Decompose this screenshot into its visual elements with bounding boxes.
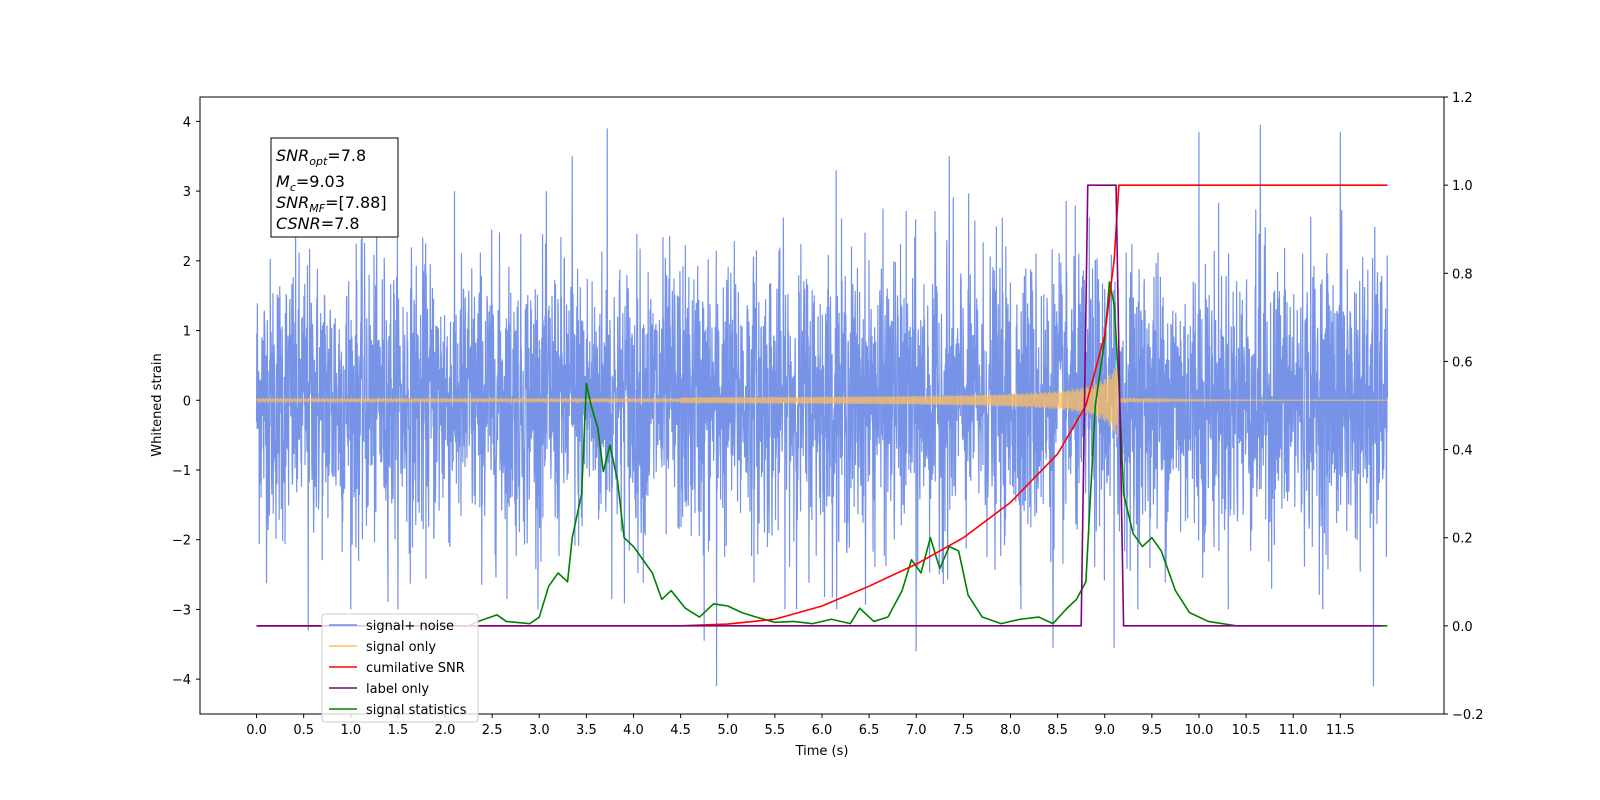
legend-label-label-only: label only xyxy=(366,682,429,697)
y-tick-label: 1 xyxy=(183,325,191,340)
info-line-snr-mf: SNRMF=[7.88] xyxy=(276,193,387,215)
info-line-snr-opt: SNRopt=7.8 xyxy=(276,146,366,168)
legend-label-signal-only: signal only xyxy=(366,640,436,655)
y2-tick-label: 0.6 xyxy=(1452,355,1473,370)
x-tick-label: 2.0 xyxy=(435,723,456,738)
x-tick-label: 3.5 xyxy=(576,723,597,738)
x-tick-label: 3.0 xyxy=(529,723,550,738)
legend-entry-signal-noise: signal+ noise xyxy=(329,619,454,634)
x-axis: 0.0 0.5 1.0 1.5 2.0 2.5 3.0 3.5 4.0 4.5 5.0 5.5 6.0 6… xyxy=(246,714,1355,738)
legend-label-signal-noise: signal+ noise xyxy=(366,619,454,634)
x-axis-label: Time (s) xyxy=(795,744,849,759)
plot-area xyxy=(255,124,1389,687)
y2-tick-label: 1.2 xyxy=(1452,91,1473,106)
y2-tick-label: 0.0 xyxy=(1452,620,1473,635)
signal-only-series xyxy=(255,358,1388,438)
y2-tick-label: 0.2 xyxy=(1452,532,1473,547)
y-tick-label: 4 xyxy=(183,115,191,130)
x-tick-label: 8.0 xyxy=(1000,723,1021,738)
signal-statistics-line xyxy=(256,281,1388,627)
y-tick-label: −3 xyxy=(172,603,191,618)
cumilative-snr-line xyxy=(256,184,1388,627)
x-tick-label: 5.0 xyxy=(717,723,738,738)
signal-noise-series xyxy=(255,124,1389,687)
x-tick-label: 0.5 xyxy=(293,723,314,738)
y2-tick-label: 0.8 xyxy=(1452,267,1473,282)
y-tick-label: −1 xyxy=(172,464,191,479)
x-tick-label: 4.0 xyxy=(623,723,644,738)
legend-label-cumilative-snr: cumilative SNR xyxy=(366,661,465,676)
y2-tick-label: 0.4 xyxy=(1452,444,1473,459)
right-axis-series xyxy=(256,184,1388,627)
info-box-frame xyxy=(270,137,399,238)
y-tick-label: 0 xyxy=(183,394,191,409)
x-tick-label: 2.5 xyxy=(482,723,503,738)
legend-entry-label-only: label only xyxy=(329,682,429,697)
label-line xyxy=(256,184,1383,627)
x-tick-label: 4.5 xyxy=(670,723,691,738)
x-tick-label: 6.0 xyxy=(812,723,833,738)
y-tick-label: −2 xyxy=(172,534,191,549)
x-tick-label: 9.5 xyxy=(1142,723,1163,738)
x-tick-label: 5.5 xyxy=(765,723,786,738)
y-axis-right: 1.2 1.0 0.8 0.6 0.4 0.2 0.0 −0.2 xyxy=(1444,91,1484,723)
info-box: SNRopt=7.8 Mc=9.03 SNRMF=[7.88] CSNR=7.8 xyxy=(270,137,399,238)
x-tick-label: 10.0 xyxy=(1184,723,1213,738)
signal-noise-line xyxy=(255,124,1389,687)
info-line-csnr: CSNR=7.8 xyxy=(276,214,360,233)
legend: signal+ noise signal only cumilative SNR… xyxy=(321,613,479,723)
x-tick-label: 11.5 xyxy=(1326,723,1355,738)
signal-only-line xyxy=(255,358,1388,438)
y-axis-left: 4 3 2 1 0 −1 −2 −3 −4 xyxy=(172,115,200,688)
x-tick-label: 11.0 xyxy=(1279,723,1308,738)
legend-label-signal-statistics: signal statistics xyxy=(366,703,467,718)
y-tick-label: 3 xyxy=(183,185,191,200)
legend-entry-cumilative-snr: cumilative SNR xyxy=(329,661,465,676)
x-tick-label: 10.5 xyxy=(1232,723,1261,738)
y-tick-label: 2 xyxy=(183,255,191,270)
x-tick-label: 1.5 xyxy=(388,723,409,738)
legend-frame xyxy=(321,613,479,723)
x-tick-label: 7.5 xyxy=(953,723,974,738)
y-tick-label: −4 xyxy=(172,673,191,688)
x-tick-label: 6.5 xyxy=(859,723,880,738)
info-line-mc: Mc=9.03 xyxy=(276,172,345,194)
x-tick-label: 1.0 xyxy=(340,723,361,738)
y2-tick-label: 1.0 xyxy=(1452,179,1473,194)
x-tick-label: 0.0 xyxy=(246,723,267,738)
y-axis-label: Whitened strain xyxy=(150,353,165,456)
y2-tick-label: −0.2 xyxy=(1452,708,1484,723)
legend-entry-signal-statistics: signal statistics xyxy=(329,703,467,718)
x-tick-label: 7.0 xyxy=(906,723,927,738)
x-tick-label: 9.0 xyxy=(1094,723,1115,738)
x-tick-label: 8.5 xyxy=(1047,723,1068,738)
legend-entry-signal-only: signal only xyxy=(329,640,436,655)
